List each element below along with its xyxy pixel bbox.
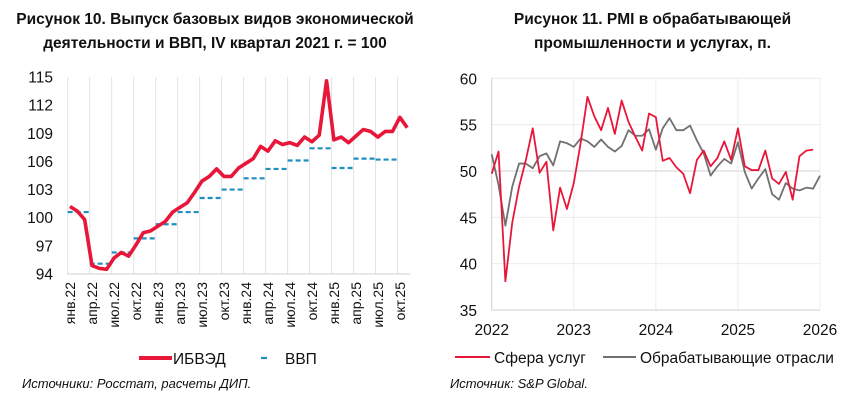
chart2-y-tick-label: 60 [460,71,478,88]
ibved-line [69,78,409,272]
chart1-x-tick-label: апр.22 [84,282,100,325]
chart2-y-tick-label: 35 [460,303,477,320]
legend-services-label: Сфера услуг [494,350,586,367]
chart1-y-tick-label: 115 [28,70,53,87]
chart1-x-tick-label: апр.24 [260,282,276,325]
chart1-source: Источники: Росстат, расчеты ДИП. [22,376,252,391]
chart1-x-tick-label: янв.22 [62,282,78,324]
chart1-x-tick-label: окт.22 [128,282,144,321]
chart1-title: Рисунок 10. Выпуск базовых видов экономи… [0,8,430,56]
chart2-x-tick-label: 2026 [803,322,837,339]
chart1-x-tick-label: июл.24 [282,282,298,328]
chart1-x-tick-label: окт.25 [392,282,408,321]
chart1-y-tick-label: 103 [27,182,53,199]
chart1-y-tick-label: 94 [36,267,54,284]
chart1-y-tick-label: 100 [27,210,53,227]
chart2-x-tick-label: 2023 [557,322,591,339]
chart2-title-line2: промышленности и услугах, п. [534,35,771,52]
chart2-source: Источник: S&P Global. [450,376,588,391]
chart1-y-tick-label: 97 [36,238,53,255]
chart1-x-tick-label: янв.23 [150,282,166,324]
chart1-title-line1: Рисунок 10. Выпуск базовых видов экономи… [16,11,414,28]
chart2-x-tick-label: 2022 [474,322,508,339]
chart1-y-tick-label: 106 [27,154,53,171]
chart2-x-tick-label: 2024 [639,322,674,339]
chart1-x-tick-label: апр.23 [172,282,188,325]
chart1-x-tick-label: янв.25 [326,282,342,324]
legend-gdp-label: ВВП [285,351,317,368]
chart2-y-tick-label: 45 [460,210,477,227]
chart2-y-tick-label: 50 [460,164,478,181]
chart2-x-tick-label: 2025 [721,322,755,339]
chart1-x-tick-label: окт.23 [216,282,232,321]
chart1-y-tick-label: 109 [27,126,53,143]
chart2-y-tick-label: 40 [460,257,478,274]
chart1-y-tick-label: 112 [28,98,53,115]
legend-ibved-label: ИБВЭД [173,351,226,368]
chart1-title-line2: деятельности и ВВП, IV квартал 2021 г. =… [43,35,387,52]
chart1-x-tick-label: июл.22 [106,282,122,328]
chart1-x-tick-label: июл.25 [370,282,386,328]
chart2-title-line1: Рисунок 11. PMI в обрабатывающей [513,11,792,28]
chart1-x-tick-label: апр.25 [348,282,364,325]
chart2-title: Рисунок 11. PMI в обрабатывающей промышл… [440,8,865,56]
chart1-x-tick-label: янв.24 [238,282,254,324]
legend-manufacturing-label: Обрабатывающие отрасли [640,350,834,367]
chart1-x-tick-label: окт.24 [304,282,320,321]
services-pmi-line [490,95,814,283]
chart1-x-tick-label: июл.23 [194,282,210,328]
chart2-y-tick-label: 55 [460,118,477,135]
